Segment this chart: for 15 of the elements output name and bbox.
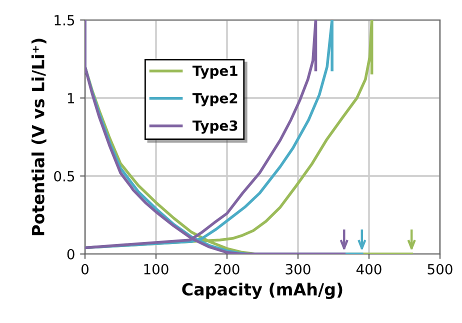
y-tick-label: 0.5 <box>54 170 74 182</box>
legend-label: Type2 <box>192 92 238 106</box>
x-tick-label: 0 <box>81 264 88 274</box>
y-axis-title: Potential (V vs Li/Li⁺) <box>32 38 46 236</box>
x-tick-label: 100 <box>144 264 168 274</box>
y-tick-label: 0 <box>67 248 74 260</box>
legend-label: Type1 <box>192 66 238 79</box>
legend-label: Type3 <box>192 120 238 134</box>
x-tick-label: 300 <box>286 264 310 274</box>
y-tick-label: 1 <box>68 93 74 104</box>
x-tick-label: 500 <box>428 264 452 274</box>
y-tick-label: 1.5 <box>54 15 74 26</box>
x-tick-label: 400 <box>356 264 382 274</box>
x-axis-title: Capacity (mAh/g) <box>182 282 342 299</box>
x-tick-label: 200 <box>214 264 240 274</box>
